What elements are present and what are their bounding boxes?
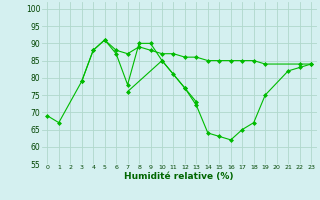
X-axis label: Humidité relative (%): Humidité relative (%): [124, 172, 234, 181]
